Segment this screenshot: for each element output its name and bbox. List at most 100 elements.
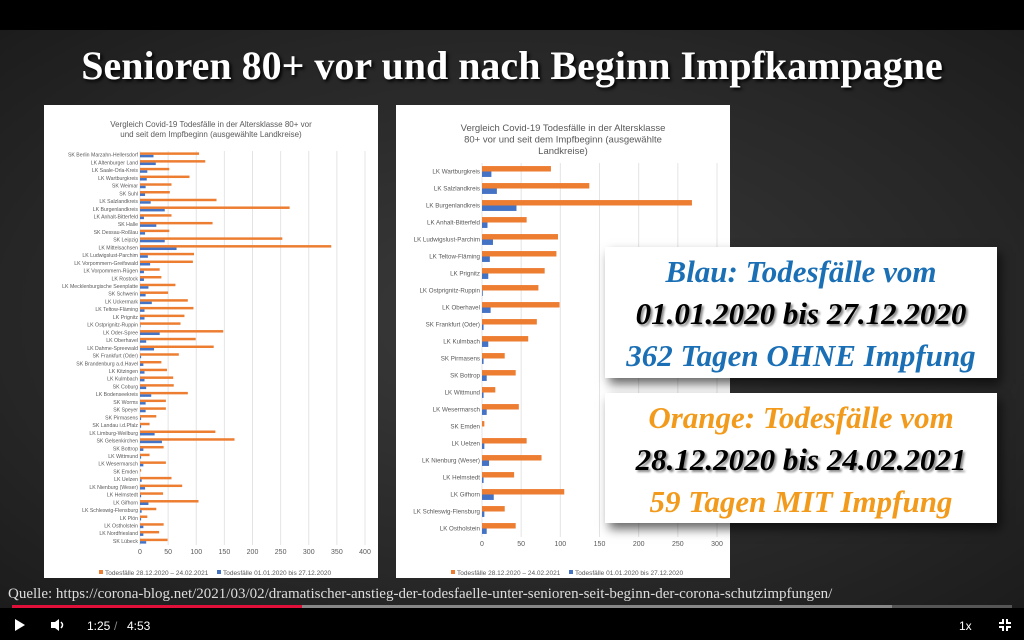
bar-blue xyxy=(482,256,490,262)
bar-orange xyxy=(140,214,172,217)
legend-swatch xyxy=(217,570,221,574)
bar-blue xyxy=(140,533,144,536)
category-label: LK Teltow-Fläming xyxy=(95,307,138,313)
category-label: LK Gifhorn xyxy=(113,500,138,506)
bar-blue xyxy=(140,440,162,444)
bar-orange xyxy=(140,260,193,264)
bar-orange xyxy=(140,160,206,163)
bar-blue xyxy=(140,278,144,281)
bar-blue xyxy=(140,293,146,297)
x-tick-label: 200 xyxy=(247,549,259,556)
category-label: LK Dahme-Spreewald xyxy=(87,346,138,352)
category-label: SK Leipzig xyxy=(113,238,138,244)
played-bar xyxy=(12,605,302,608)
chart-title: Vergleich Covid-19 Todesfälle in der Alt… xyxy=(461,123,666,134)
category-label: LK Anhalt-Bitterfeld xyxy=(94,214,139,220)
bar-blue xyxy=(482,324,484,330)
bar-blue xyxy=(140,494,142,498)
bar-orange xyxy=(140,384,174,387)
current-time: 1:25 xyxy=(87,619,111,633)
play-button[interactable] xyxy=(14,618,26,635)
x-tick-label: 250 xyxy=(275,549,287,556)
bar-orange xyxy=(482,302,560,308)
bar-blue xyxy=(140,185,146,189)
bar-orange xyxy=(482,370,516,376)
category-label: LK Ludwigslust-Parchim xyxy=(82,253,138,259)
playback-speed-button[interactable]: 1x xyxy=(959,619,972,633)
category-label: LK Vorpommern-Rügen xyxy=(84,269,139,275)
callout-orange-line1: Orange: Todesfälle vom xyxy=(648,400,954,435)
category-label: LK Mecklenburgische Seenplatte xyxy=(62,284,138,290)
bar-orange xyxy=(140,476,172,480)
bar-blue xyxy=(482,341,489,347)
bar-orange xyxy=(140,507,157,511)
category-label: SK Brandenburg a.d.Havel xyxy=(76,361,138,367)
bar-blue xyxy=(140,348,155,351)
bar-orange xyxy=(140,221,213,225)
bar-orange xyxy=(140,523,164,526)
category-label: LK Helmstedt xyxy=(443,475,480,482)
category-label: LK Bodenseekreis xyxy=(96,392,139,398)
bar-orange xyxy=(140,175,190,179)
category-label: SK Bottrop xyxy=(450,373,480,380)
time-separator: / xyxy=(114,619,118,633)
bar-blue xyxy=(140,324,141,328)
category-label: LK Salzlandkreis xyxy=(434,186,480,193)
category-label: LK Schleswig-Flensburg xyxy=(82,508,138,514)
source-label: Quelle: xyxy=(8,586,53,602)
bar-blue xyxy=(140,525,144,529)
bar-orange xyxy=(140,191,170,194)
bar-orange xyxy=(140,337,196,341)
bar-blue xyxy=(140,255,148,258)
x-tick-label: 400 xyxy=(359,549,371,556)
chart-title: 80+ vor und seit dem Impfbeginn (ausgewä… xyxy=(464,135,662,146)
bar-blue xyxy=(482,494,494,500)
source-link[interactable]: https://corona-blog.net/2021/03/02/drama… xyxy=(55,586,833,602)
bar-blue xyxy=(140,448,144,451)
category-label: LK Burgenlandkreis xyxy=(426,203,480,210)
legend-label: Todesfälle 01.01.2020 bis 27.12.2020 xyxy=(575,570,683,577)
category-label: LK Kitzingen xyxy=(109,369,138,375)
bar-orange xyxy=(482,387,496,393)
category-label: SK Pirmasens xyxy=(441,356,480,363)
bar-blue xyxy=(482,409,487,415)
bar-orange xyxy=(140,376,174,379)
legend-swatch xyxy=(451,570,455,574)
chart-title: und seit dem Impfbeginn (ausgewählte Lan… xyxy=(120,130,302,139)
x-tick-label: 100 xyxy=(554,541,566,548)
bar-blue xyxy=(140,286,149,289)
bar-blue xyxy=(482,392,484,398)
exit-fullscreen-button[interactable] xyxy=(998,618,1012,635)
bar-orange xyxy=(140,345,214,348)
bar-blue xyxy=(140,517,142,521)
bar-blue xyxy=(140,417,142,421)
category-label: SK Emden xyxy=(113,469,138,475)
category-label: LK Wesermarsch xyxy=(433,407,481,414)
bar-orange xyxy=(482,353,505,359)
bar-blue xyxy=(140,340,147,343)
bar-blue xyxy=(140,425,142,428)
bar-orange xyxy=(140,391,188,395)
bar-orange xyxy=(140,422,150,426)
bar-blue xyxy=(140,479,142,482)
bar-orange xyxy=(140,314,185,318)
bar-blue xyxy=(140,510,142,513)
category-label: LK Oder-Spree xyxy=(103,330,138,336)
volume-button[interactable] xyxy=(50,618,66,635)
progress-bar[interactable] xyxy=(12,605,1012,608)
bar-orange xyxy=(482,421,485,427)
bar-blue xyxy=(140,355,142,359)
callout-blue-line3: 362 Tagen OHNE Impfung xyxy=(626,338,976,373)
category-label: LK Rostock xyxy=(111,276,138,282)
x-tick-label: 50 xyxy=(517,541,525,548)
category-label: LK Plön xyxy=(120,516,138,522)
category-label: SK Pirmasens xyxy=(105,415,138,421)
bar-orange xyxy=(140,484,183,488)
bar-orange xyxy=(482,200,692,206)
bar-blue xyxy=(140,332,160,336)
category-label: SK Emden xyxy=(450,424,480,431)
category-label: LK Prignitz xyxy=(113,315,138,321)
player-controls: 1:25 / 4:53 1x xyxy=(0,610,1024,640)
x-tick-label: 150 xyxy=(219,549,231,556)
bar-blue xyxy=(140,208,165,212)
